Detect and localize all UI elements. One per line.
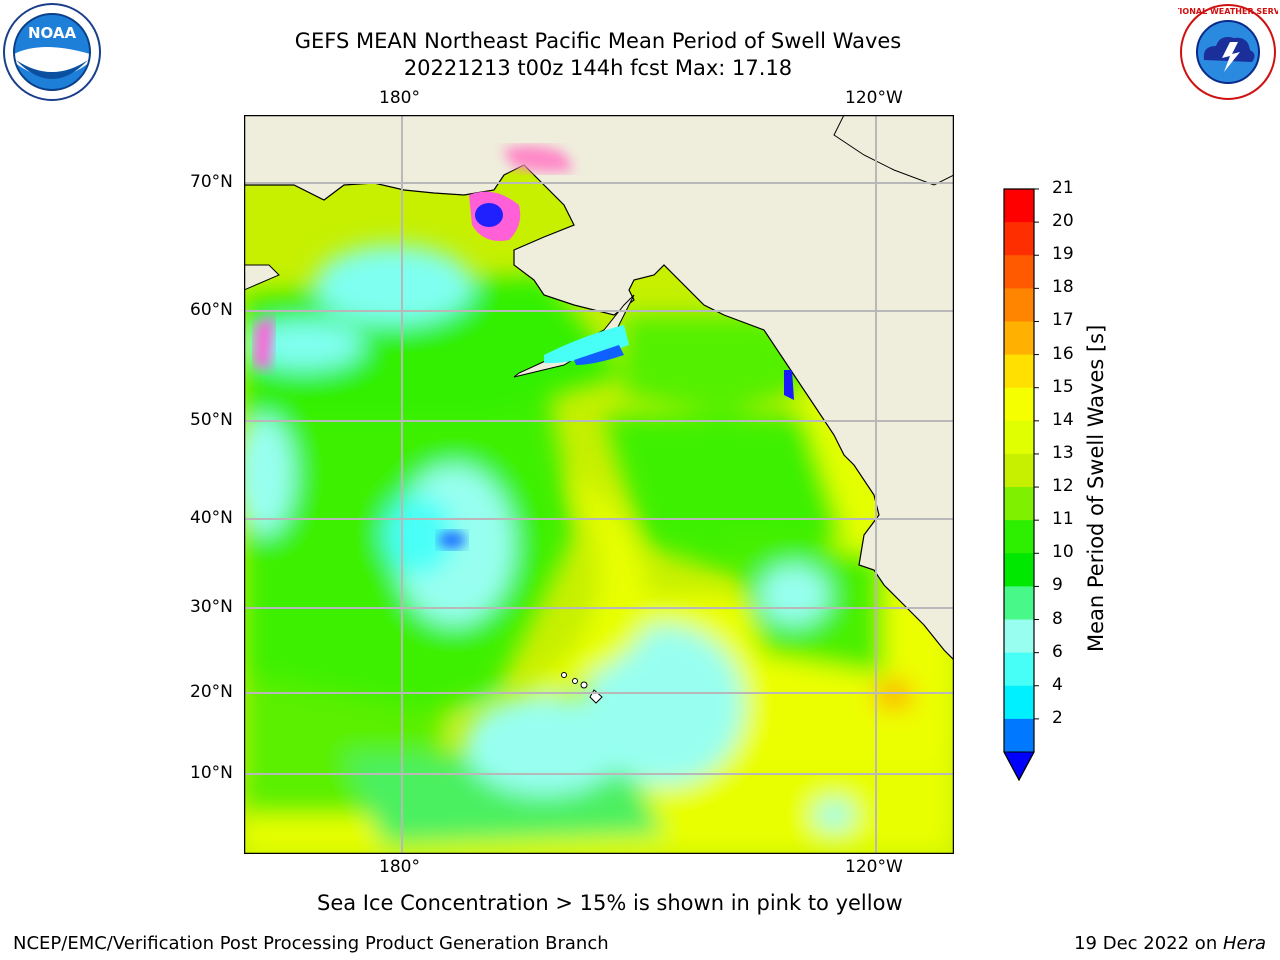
svg-text:NATIONAL WEATHER SERVICE: NATIONAL WEATHER SERVICE bbox=[1178, 7, 1278, 16]
colorbar-segment bbox=[1004, 718, 1034, 753]
colorbar-segment bbox=[1004, 487, 1034, 521]
colorbar-tick-label: 2 bbox=[1052, 707, 1063, 728]
top-lon-label-180: 180° bbox=[379, 88, 420, 108]
lat-label-40n: 40°N bbox=[190, 508, 233, 528]
svg-text:NOAA: NOAA bbox=[28, 24, 77, 42]
colorbar-segment bbox=[1004, 685, 1034, 720]
lat-label-50n: 50°N bbox=[190, 410, 233, 430]
colorbar-ticks: 21 20 19 18 17 16 15 14 13 12 11 10 9 8 6 4 2 bbox=[1052, 178, 1112, 780]
colorbar-tick-label: 13 bbox=[1052, 442, 1074, 463]
swell-period-map bbox=[243, 114, 955, 855]
colorbar-tick-label: 16 bbox=[1052, 343, 1074, 364]
colorbar-tick-label: 12 bbox=[1052, 476, 1074, 497]
chart-subtitle: 20221213 t00z 144h fcst Max: 17.18 bbox=[403, 56, 793, 80]
colorbar-label: Mean Period of Swell Waves [s] bbox=[1084, 324, 1108, 652]
colorbar-segment bbox=[1004, 619, 1034, 654]
colorbar-tick-label: 21 bbox=[1052, 178, 1074, 198]
colorbar-segment bbox=[1004, 255, 1034, 289]
colorbar-tick-label: 8 bbox=[1052, 608, 1063, 629]
colorbar-tick-label: 9 bbox=[1052, 575, 1063, 596]
colorbar-outline bbox=[1003, 188, 1035, 782]
colorbar-tick-label: 19 bbox=[1052, 244, 1074, 265]
footer-date: 19 Dec 2022 on bbox=[1074, 933, 1223, 954]
colorbar-segment bbox=[1004, 354, 1034, 389]
lat-label-20n: 20°N bbox=[190, 682, 233, 702]
colorbar-tick-label: 20 bbox=[1052, 211, 1074, 232]
bottom-lon-label-120w: 120°W bbox=[845, 857, 903, 877]
top-lon-label-120w: 120°W bbox=[845, 88, 903, 108]
colorbar-tick-label: 10 bbox=[1052, 542, 1074, 563]
bottom-lon-label-180: 180° bbox=[379, 857, 420, 877]
colorbar-segment bbox=[1004, 553, 1034, 587]
colorbar bbox=[1000, 185, 1040, 785]
footer-right: 19 Dec 2022 on Hera bbox=[1074, 933, 1266, 954]
noaa-logo: NOAA bbox=[2, 2, 102, 102]
colorbar-segment bbox=[1004, 189, 1034, 223]
colorbar-tick-label: 11 bbox=[1052, 509, 1074, 530]
lat-label-30n: 30°N bbox=[190, 597, 233, 617]
colorbar-segment bbox=[1004, 420, 1034, 455]
nws-logo: NATIONAL WEATHER SERVICE bbox=[1162, 2, 1280, 102]
colorbar-tick-label: 17 bbox=[1052, 310, 1074, 331]
colorbar-tick-label: 6 bbox=[1052, 641, 1063, 662]
footer-host: Hera bbox=[1222, 933, 1266, 954]
lat-label-70n: 70°N bbox=[190, 172, 233, 192]
colorbar-segment bbox=[1004, 652, 1034, 687]
colorbar-tick-label: 18 bbox=[1052, 277, 1074, 298]
lat-label-10n: 10°N bbox=[190, 763, 233, 783]
sea-ice-note: Sea Ice Concentration > 15% is shown in … bbox=[317, 891, 903, 915]
colorbar-segment bbox=[1004, 222, 1034, 256]
colorbar-tick-label: 15 bbox=[1052, 376, 1074, 397]
colorbar-segment bbox=[1004, 288, 1034, 322]
colorbar-segment bbox=[1004, 387, 1034, 422]
chart-title: GEFS MEAN Northeast Pacific Mean Period … bbox=[294, 29, 902, 53]
colorbar-segment bbox=[1004, 586, 1034, 621]
colorbar-tick-label: 4 bbox=[1052, 674, 1063, 695]
colorbar-segment bbox=[1004, 520, 1034, 554]
colorbar-segment bbox=[1004, 453, 1034, 488]
colorbar-tick-label: 14 bbox=[1052, 409, 1074, 430]
lat-label-60n: 60°N bbox=[190, 300, 233, 320]
footer-left: NCEP/EMC/Verification Post Processing Pr… bbox=[13, 933, 609, 954]
colorbar-extend-arrow bbox=[1003, 751, 1035, 782]
colorbar-segment bbox=[1004, 321, 1034, 356]
